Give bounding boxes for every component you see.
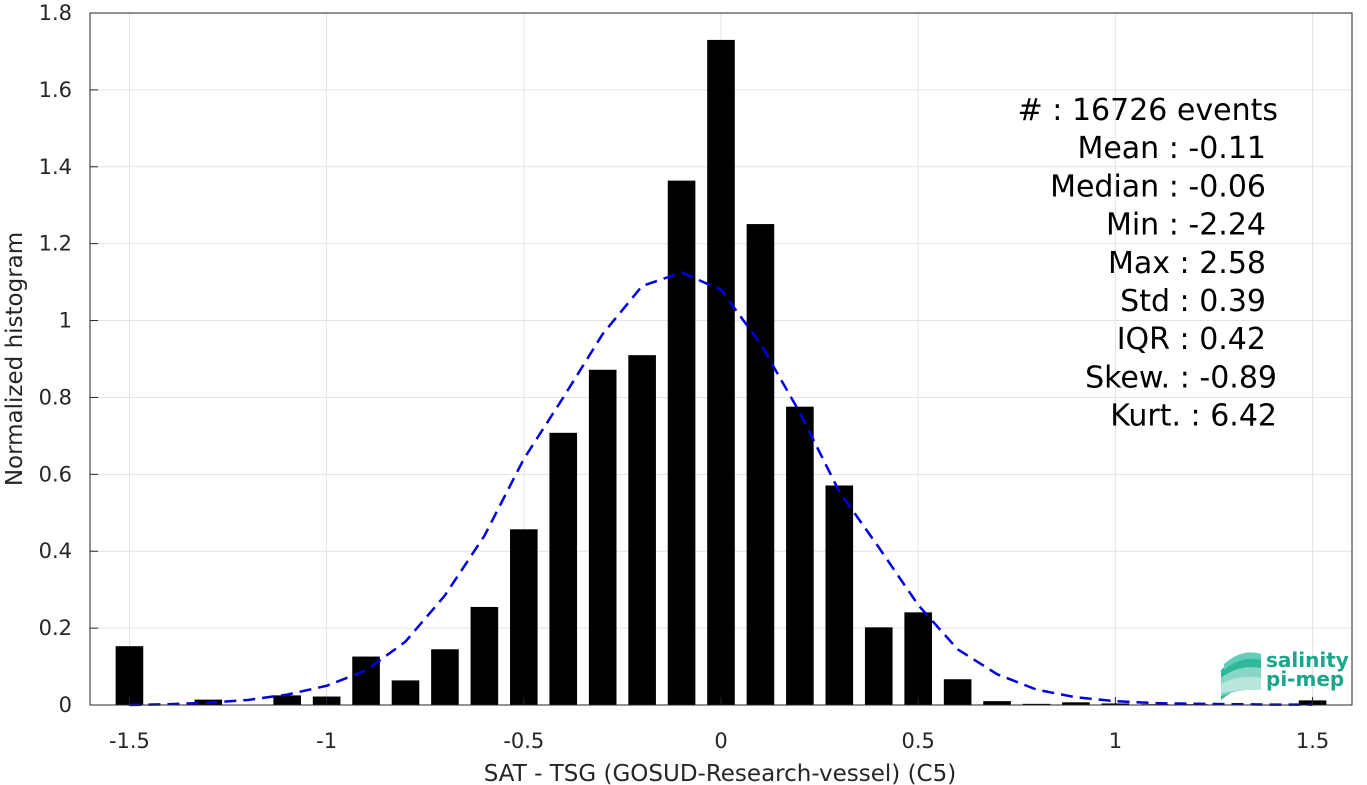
- bars: [115, 39, 1327, 705]
- stat-line: Max : 2.58: [1108, 246, 1266, 281]
- stat-line: Min : -2.24: [1106, 208, 1266, 243]
- histogram-bar: [470, 606, 499, 705]
- histogram-bar: [431, 649, 459, 705]
- histogram-bar: [904, 612, 932, 705]
- histogram-bar: [510, 529, 538, 705]
- histogram-bar: [667, 180, 696, 705]
- x-tick-label: 1: [1109, 729, 1122, 753]
- histogram-bar: [115, 646, 144, 705]
- logo-line1: salinity: [1266, 648, 1349, 672]
- y-tick-label: 1.4: [39, 155, 72, 179]
- y-tick-labels: 0 0.2 0.4 0.6 0.8 1 1.2 1.4 1.6 1.8: [39, 1, 98, 717]
- logo-line2: pi-mep: [1266, 667, 1344, 691]
- y-tick-label: 0.4: [39, 539, 72, 563]
- histogram-bar: [943, 679, 972, 705]
- histogram-bar: [628, 355, 656, 705]
- y-tick-label: 1.6: [39, 78, 72, 102]
- histogram-bar: [864, 627, 893, 705]
- histogram-bar: [1062, 702, 1090, 705]
- y-tick-label: 1.8: [39, 1, 72, 25]
- fit-curve: [129, 271, 1313, 707]
- histogram-bar: [273, 695, 301, 705]
- stat-line: Median : -0.06: [1050, 169, 1266, 204]
- y-tick-label: 1.2: [39, 232, 72, 256]
- histogram-bar: [707, 39, 735, 705]
- x-tick-label: -1: [316, 729, 337, 753]
- y-axis-label: Normalized histogram: [2, 232, 28, 486]
- histogram-bar: [746, 224, 775, 705]
- y-tick-label: 0.2: [39, 616, 72, 640]
- histogram-bar: [549, 432, 578, 705]
- histogram-bar: [1022, 703, 1051, 705]
- histogram-bar: [825, 485, 854, 705]
- wave-logo-icon: [1221, 652, 1261, 700]
- histogram-bar: [391, 680, 420, 705]
- x-tick-label: 0: [714, 729, 727, 753]
- x-tick-labels: -1.5 -1 -0.5 0 0.5 1 1.5: [109, 697, 1329, 753]
- stat-line: Mean : -0.11: [1077, 131, 1266, 166]
- stat-line: Skew. : -0.89: [1085, 360, 1277, 395]
- x-tick-label: 0.5: [901, 729, 934, 753]
- stat-line: IQR : 0.42: [1117, 322, 1266, 357]
- y-tick-label: 1: [59, 309, 72, 333]
- y-tick-label: 0.8: [39, 385, 72, 409]
- x-tick-label: 1.5: [1296, 729, 1329, 753]
- x-axis-label: SAT - TSG (GOSUD-Research-vessel) (C5): [484, 761, 956, 785]
- stat-line: Kurt. : 6.42: [1110, 399, 1277, 434]
- histogram-bar: [588, 369, 617, 705]
- y-tick-label: 0: [59, 693, 72, 717]
- y-tick-label: 0.6: [39, 462, 72, 486]
- x-tick-label: -0.5: [503, 729, 544, 753]
- histogram-bar: [786, 406, 814, 705]
- histogram-bar: [983, 701, 1011, 705]
- x-tick-label: -1.5: [109, 729, 150, 753]
- salinity-pi-mep-logo: salinity pi-mep: [1221, 648, 1349, 700]
- stat-line: Std : 0.39: [1120, 284, 1266, 319]
- stat-line: # : 16726 events: [1018, 93, 1278, 128]
